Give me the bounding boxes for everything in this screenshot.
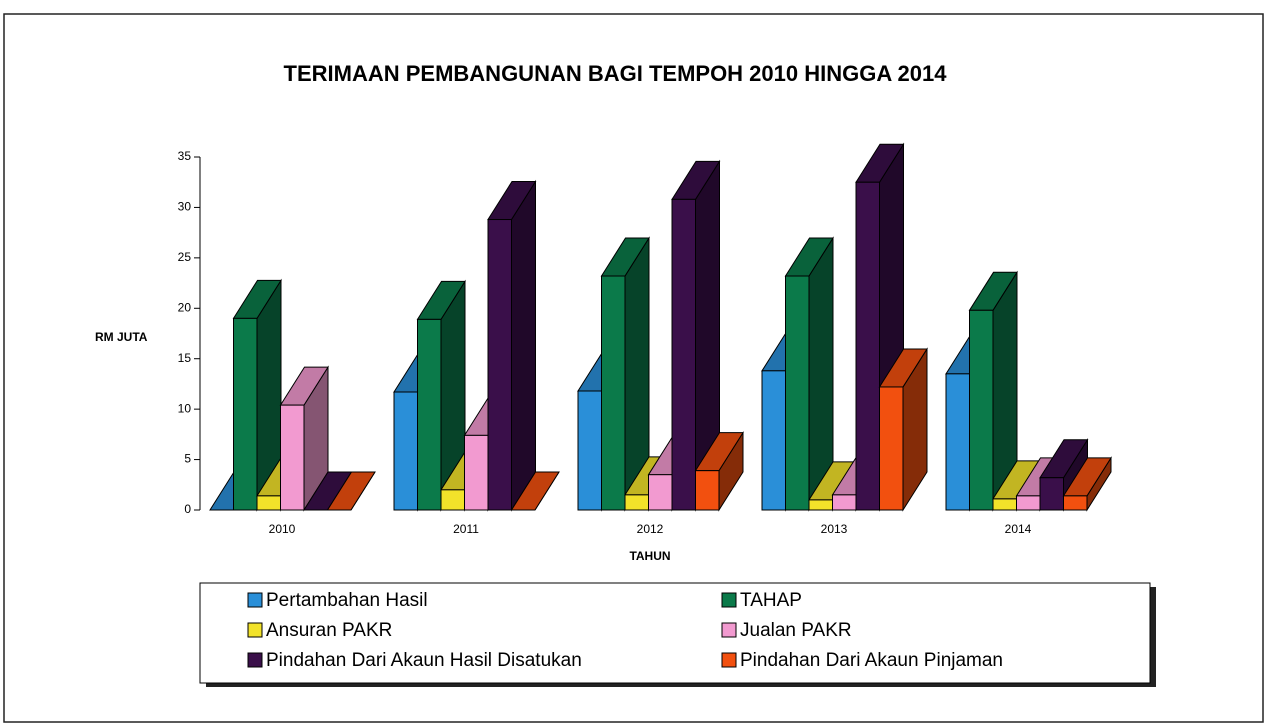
bar (440, 489, 465, 511)
bar (761, 370, 786, 511)
bar (1016, 495, 1041, 511)
legend-swatch (721, 592, 737, 608)
x-axis-label: TAHUN (629, 549, 670, 563)
x-tick-label: 2013 (821, 522, 848, 536)
bar (695, 470, 720, 511)
chart-title: TERIMAAN PEMBANGUNAN BAGI TEMPOH 2010 HI… (284, 61, 948, 86)
legend-label: Pindahan Dari Akaun Pinjaman (740, 650, 1003, 671)
y-tick-label: 20 (178, 300, 192, 314)
x-tick-label: 2010 (269, 522, 296, 536)
legend-swatch (247, 652, 263, 668)
bar (648, 474, 673, 511)
legend-label: Jualan PAKR (740, 620, 852, 641)
bar (417, 318, 442, 511)
bar-side (511, 179, 536, 512)
frame (3, 13, 1264, 723)
bar (879, 386, 904, 511)
y-tick-label: 25 (178, 250, 192, 264)
bar (855, 181, 880, 511)
bar (256, 495, 281, 511)
bar (601, 275, 626, 511)
bar (992, 498, 1017, 511)
bar-top (326, 471, 376, 511)
legend-label: Pindahan Dari Akaun Hasil Disatukan (266, 650, 582, 671)
y-tick-label: 30 (178, 200, 192, 214)
y-tick-label: 35 (178, 149, 192, 163)
y-tick-label: 5 (184, 452, 191, 466)
bar (969, 309, 994, 511)
y-tick-label: 0 (184, 502, 191, 516)
bar (233, 317, 258, 511)
legend-swatch (721, 652, 737, 668)
bar (280, 404, 305, 511)
bar (624, 494, 649, 511)
legend-swatch (247, 622, 263, 638)
y-axis-label: RM JUTA (95, 330, 148, 344)
bar (1063, 495, 1088, 511)
bar (945, 373, 970, 511)
legend-swatch (721, 622, 737, 638)
bar (577, 390, 602, 511)
y-tick-label: 15 (178, 351, 192, 365)
bar (1039, 477, 1064, 511)
y-tick-label: 10 (178, 401, 192, 415)
bar (785, 275, 810, 511)
x-tick-label: 2014 (1005, 522, 1032, 536)
bar (671, 198, 696, 511)
bar (808, 499, 833, 511)
bar (832, 494, 857, 511)
legend-label: TAHAP (740, 590, 802, 611)
bar (393, 391, 418, 511)
bar (464, 434, 489, 511)
x-tick-label: 2012 (637, 522, 664, 536)
legend-label: Ansuran PAKR (266, 620, 392, 641)
legend-swatch (247, 592, 263, 608)
bar (487, 219, 512, 511)
legend-label: Pertambahan Hasil (266, 590, 428, 611)
legend-box (199, 582, 1151, 684)
bar-top (510, 471, 560, 511)
x-tick-label: 2011 (453, 522, 479, 536)
